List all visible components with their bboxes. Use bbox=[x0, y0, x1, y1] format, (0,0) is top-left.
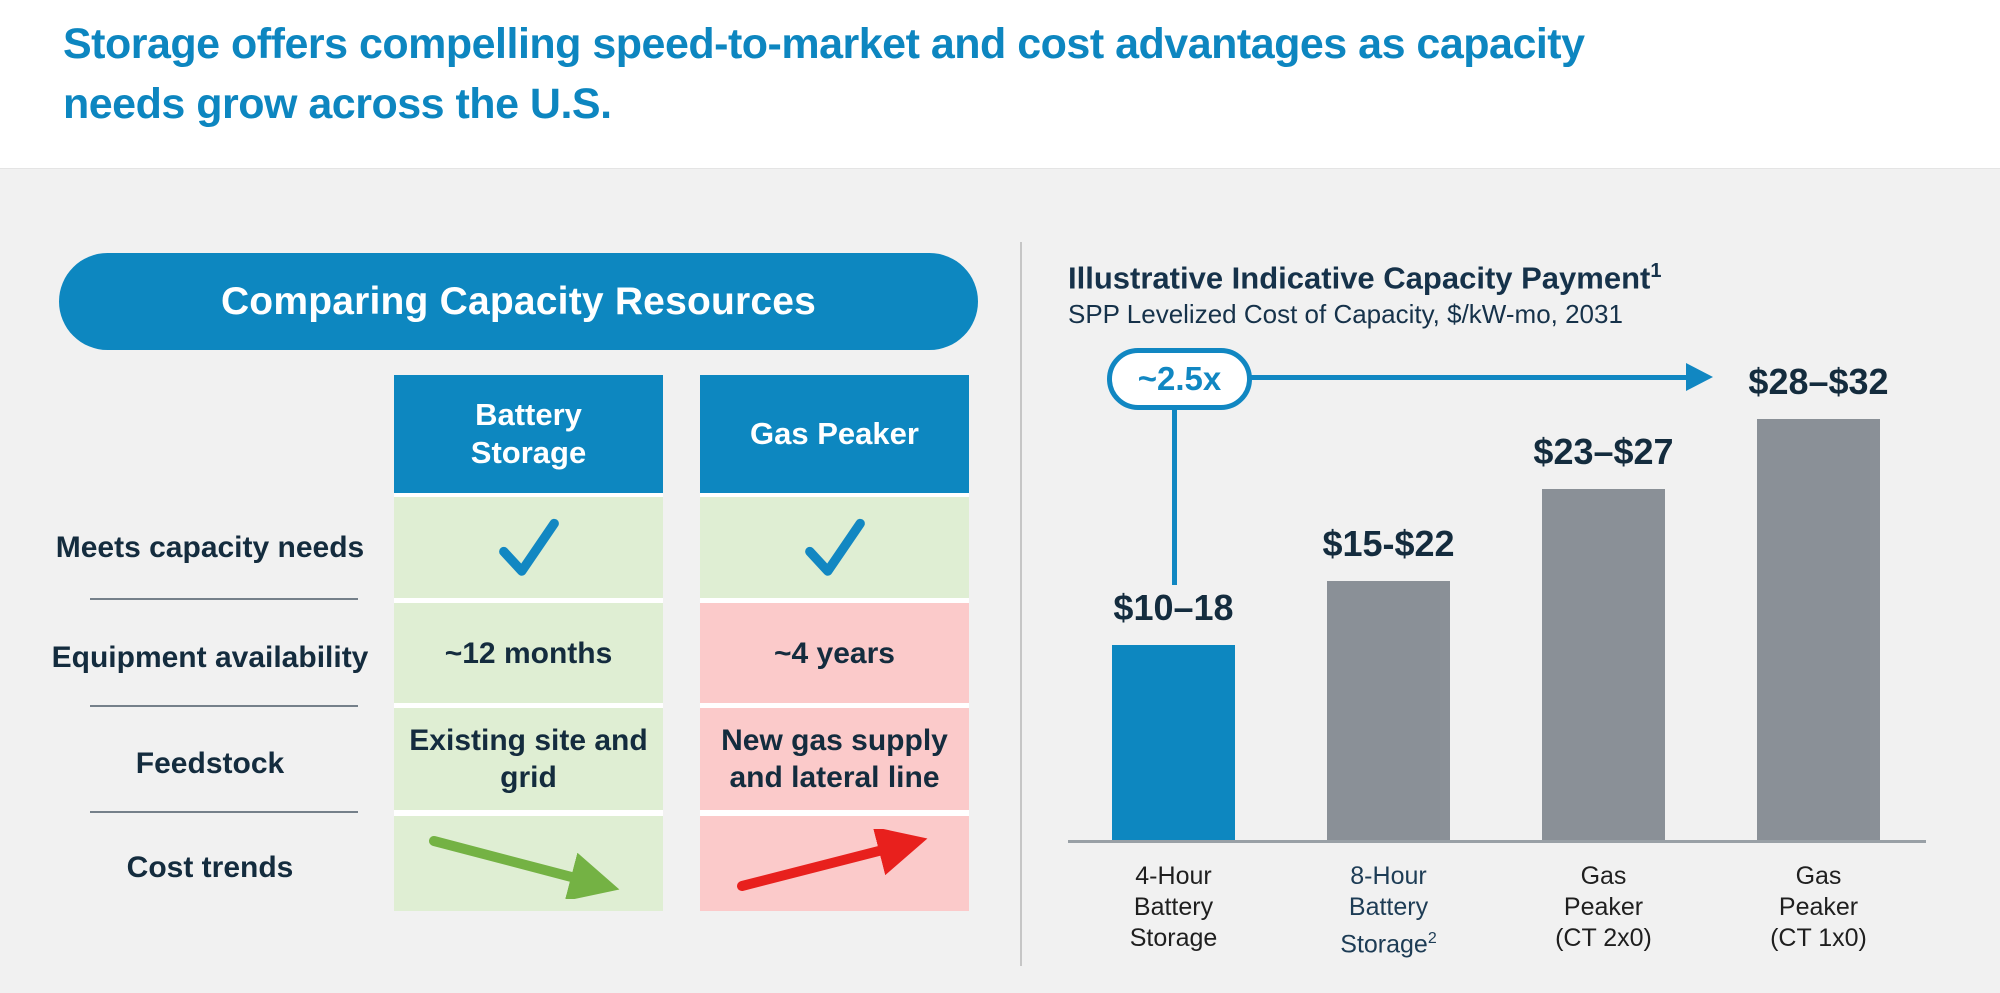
bar-category-text: 4-Hour Battery Storage bbox=[1129, 862, 1218, 952]
bar-category-footnote-marker: 2 bbox=[1427, 930, 1437, 947]
panel-divider bbox=[1020, 242, 1022, 966]
bar-group: $10–18 4-Hour Battery Storage bbox=[1112, 0, 1235, 952]
slide-title-line2: needs grow across the U.S. bbox=[63, 80, 612, 128]
chart-title-footnote-marker: 1 bbox=[1650, 260, 1662, 282]
cell-gas-cost-trends bbox=[700, 816, 969, 911]
cell-gas-feedstock: New gas supply and lateral line bbox=[700, 708, 969, 810]
column-header-gas-peaker-label: Gas Peaker bbox=[750, 416, 919, 451]
multiplier-annotation-pill: ~2.5x bbox=[1107, 348, 1252, 410]
x-axis-line bbox=[1068, 840, 1926, 843]
checkmark-icon bbox=[498, 518, 559, 576]
checkmark-icon bbox=[804, 518, 865, 576]
row-label-feedstock: Feedstock bbox=[135, 747, 285, 780]
bar-category-text: 8-Hour Battery Storage bbox=[1340, 862, 1429, 959]
bar bbox=[1327, 581, 1450, 842]
slide-title: Storage offers compelling speed-to-marke… bbox=[63, 14, 1585, 134]
cell-battery-equipment: ~12 months bbox=[394, 603, 663, 703]
column-header-battery-storage-label: Battery Storage bbox=[470, 397, 587, 470]
row-divider bbox=[90, 705, 358, 707]
annotation-connector-line bbox=[1172, 408, 1177, 585]
column-header-gas-peaker: Gas Peaker bbox=[700, 375, 969, 493]
bar-category-text: Gas Peaker (CT 2x0) bbox=[1555, 862, 1652, 952]
bar bbox=[1112, 645, 1235, 842]
decreasing-cost-arrow-icon bbox=[428, 835, 619, 899]
comparison-title-pill: Comparing Capacity Resources bbox=[59, 253, 978, 350]
row-label-meets-capacity: Meets capacity needs bbox=[55, 530, 365, 564]
cell-battery-meets-capacity bbox=[394, 497, 663, 598]
bar bbox=[1542, 489, 1665, 842]
cell-battery-feedstock: Existing site and grid bbox=[394, 708, 663, 810]
bar bbox=[1757, 419, 1880, 842]
bar-group: $23–$27 Gas Peaker (CT 2x0) bbox=[1533, 0, 1673, 952]
cell-battery-cost-trends bbox=[394, 816, 663, 911]
bar-group: $28–$32 Gas Peaker (CT 1x0) bbox=[1748, 0, 1888, 952]
bar-value-label: $10–18 bbox=[1113, 587, 1234, 628]
slide-title-line1: Storage offers compelling speed-to-marke… bbox=[63, 20, 1585, 68]
multiplier-annotation-label: ~2.5x bbox=[1137, 360, 1222, 397]
annotation-arrowhead-icon bbox=[1686, 363, 1713, 391]
bar-category-text: Gas Peaker (CT 1x0) bbox=[1770, 862, 1867, 952]
column-header-battery-storage: Battery Storage bbox=[394, 375, 663, 493]
bar-value-label: $15-$22 bbox=[1322, 523, 1455, 564]
increasing-cost-arrow-icon bbox=[736, 828, 927, 891]
row-label-cost-trends: Cost trends bbox=[126, 850, 294, 884]
cell-gas-equipment: ~4 years bbox=[700, 603, 969, 703]
bar-category-label: 4-Hour Battery Storage bbox=[1115, 861, 1233, 954]
chart-title: Illustrative Indicative Capacity Payment… bbox=[1068, 260, 1661, 296]
cell-gas-meets-capacity bbox=[700, 497, 969, 598]
bar-group: $15-$22 8-Hour Battery Storage2 bbox=[1322, 0, 1454, 958]
row-label-equipment: Equipment availability bbox=[51, 641, 369, 674]
row-divider bbox=[90, 598, 358, 600]
chart-title-text: Illustrative Indicative Capacity Payment bbox=[1068, 260, 1651, 296]
annotation-arrow-line bbox=[1250, 375, 1688, 380]
comparison-title: Comparing Capacity Resources bbox=[220, 279, 817, 323]
bar-category-label: Gas Peaker (CT 2x0) bbox=[1545, 861, 1663, 954]
bar-value-label: $23–$27 bbox=[1533, 431, 1674, 472]
bar-value-label: $28–$32 bbox=[1748, 361, 1889, 402]
title-band: Storage offers compelling speed-to-marke… bbox=[0, 0, 2000, 169]
column-battery-storage: Battery Storage ~12 months Existing site… bbox=[394, 375, 663, 911]
column-gas-peaker: Gas Peaker ~4 years New gas supply and l… bbox=[700, 375, 969, 911]
row-divider bbox=[90, 811, 358, 813]
bar-category-label: 8-Hour Battery Storage2 bbox=[1330, 861, 1448, 960]
bar-category-label: Gas Peaker (CT 1x0) bbox=[1760, 861, 1878, 954]
chart-subtitle: SPP Levelized Cost of Capacity, $/kW-mo,… bbox=[1068, 299, 1623, 329]
